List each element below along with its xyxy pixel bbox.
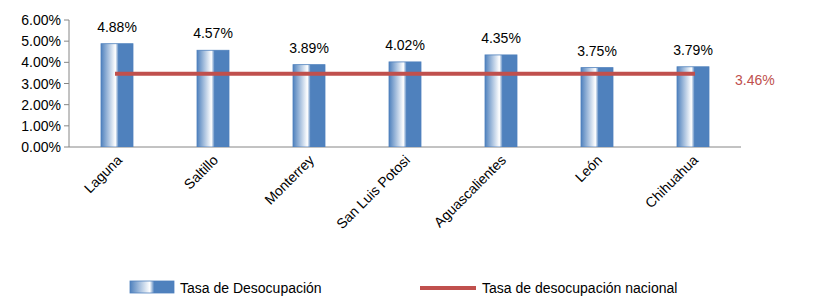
plot-area (101, 44, 709, 147)
y-tick (64, 41, 69, 42)
y-tick (64, 20, 69, 21)
data-label: 3.79% (673, 42, 713, 58)
y-tick (64, 147, 69, 148)
legend-label: Tasa de desocupación nacional (482, 280, 677, 296)
y-tick (64, 83, 69, 84)
y-tick-label: 2.00% (21, 97, 61, 113)
legend-swatch (130, 281, 174, 293)
y-tick-label: 1.00% (21, 118, 61, 134)
y-tick (64, 125, 69, 126)
data-label: 4.88% (97, 19, 137, 35)
labels: 4.88% 4.57% 3.89% 4.02% 4.35% 3.75% 3.79% 3.46% (97, 19, 775, 88)
bar (101, 44, 133, 147)
x-tick-label: San Luis Potosi (333, 152, 413, 232)
data-label: 3.75% (577, 43, 617, 59)
x-tick-label: Chihuahua (642, 152, 701, 211)
data-label: 3.89% (289, 40, 329, 56)
legend-label: Tasa de Desocupación (180, 280, 322, 296)
bar (581, 68, 613, 147)
line (117, 72, 693, 76)
legend: Tasa de Desocupación Tasa de desocupación… (130, 280, 677, 296)
y-tick-label: 3.00% (21, 76, 61, 92)
y-tick (64, 62, 69, 63)
x-tick-label: Aguascalientes (431, 152, 509, 230)
data-label: 4.02% (385, 37, 425, 53)
y-tick-label: 4.00% (21, 54, 61, 70)
bar (293, 65, 325, 147)
y-axis (69, 20, 70, 147)
x-tick-label: Saltillo (181, 152, 222, 193)
y-tick-label: 6.00% (21, 12, 61, 28)
bar (197, 50, 229, 147)
y-tick-label: 0.00% (21, 139, 61, 155)
bar (677, 67, 709, 147)
data-label: 4.35% (481, 30, 521, 46)
data-label: 4.57% (193, 25, 233, 41)
x-tick-label: León (572, 152, 605, 185)
legend-swatch (420, 286, 476, 290)
x-tick-label: Laguna (81, 152, 125, 196)
chart: 0.00% 1.00% 2.00% 3.00% 4.00% 5.00% 6.00% 4.88%… (0, 0, 815, 307)
x-tick-label: Monterrey (261, 152, 317, 208)
y-tick-label: 5.00% (21, 33, 61, 49)
data-label: 3.46% (735, 72, 775, 88)
y-tick (64, 104, 69, 105)
bar (485, 55, 517, 147)
